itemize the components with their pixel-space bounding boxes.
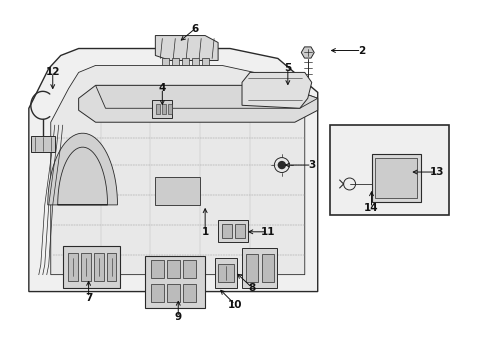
Text: 12: 12 — [45, 67, 60, 77]
Bar — [235, 224, 244, 238]
Bar — [262, 254, 273, 282]
Text: 9: 9 — [174, 312, 182, 323]
FancyBboxPatch shape — [152, 100, 172, 118]
Polygon shape — [155, 36, 218, 60]
Polygon shape — [79, 85, 317, 122]
Text: 14: 14 — [364, 203, 378, 213]
Bar — [183, 260, 196, 278]
Text: 4: 4 — [158, 84, 165, 93]
Bar — [329, 125, 448, 215]
Bar — [162, 104, 166, 114]
Bar — [202, 58, 209, 66]
Bar — [215, 258, 237, 288]
Bar — [245, 254, 258, 282]
Bar — [242, 248, 276, 288]
Bar — [192, 58, 199, 66]
Polygon shape — [29, 49, 317, 292]
Bar — [183, 284, 196, 302]
Text: 5: 5 — [284, 63, 291, 73]
Bar — [145, 256, 205, 307]
Polygon shape — [51, 66, 304, 275]
Bar — [151, 284, 164, 302]
Bar — [106, 253, 116, 280]
Bar — [172, 58, 179, 66]
Text: 8: 8 — [248, 283, 255, 293]
Bar — [67, 253, 78, 280]
Bar — [156, 104, 160, 114]
Bar — [168, 104, 172, 114]
Text: 7: 7 — [85, 293, 92, 302]
Text: 11: 11 — [260, 227, 275, 237]
Bar — [371, 154, 421, 202]
Bar — [151, 260, 164, 278]
Polygon shape — [301, 47, 314, 58]
Bar — [155, 177, 200, 205]
Text: 3: 3 — [307, 160, 315, 170]
Polygon shape — [48, 133, 117, 205]
Bar — [167, 260, 180, 278]
Circle shape — [278, 162, 285, 168]
Text: 13: 13 — [429, 167, 444, 177]
Bar — [218, 264, 234, 282]
Bar — [31, 136, 55, 152]
Bar — [93, 253, 103, 280]
Bar — [167, 284, 180, 302]
Text: 2: 2 — [357, 45, 365, 55]
Bar — [81, 253, 90, 280]
Bar — [375, 158, 416, 198]
Bar — [222, 224, 232, 238]
Text: 1: 1 — [201, 227, 208, 237]
Bar — [182, 58, 189, 66]
Bar — [62, 246, 120, 288]
Text: 10: 10 — [227, 300, 242, 310]
Bar — [218, 220, 247, 242]
Bar — [162, 58, 169, 66]
Polygon shape — [242, 72, 311, 108]
Polygon shape — [95, 85, 317, 108]
Text: 6: 6 — [191, 24, 199, 33]
